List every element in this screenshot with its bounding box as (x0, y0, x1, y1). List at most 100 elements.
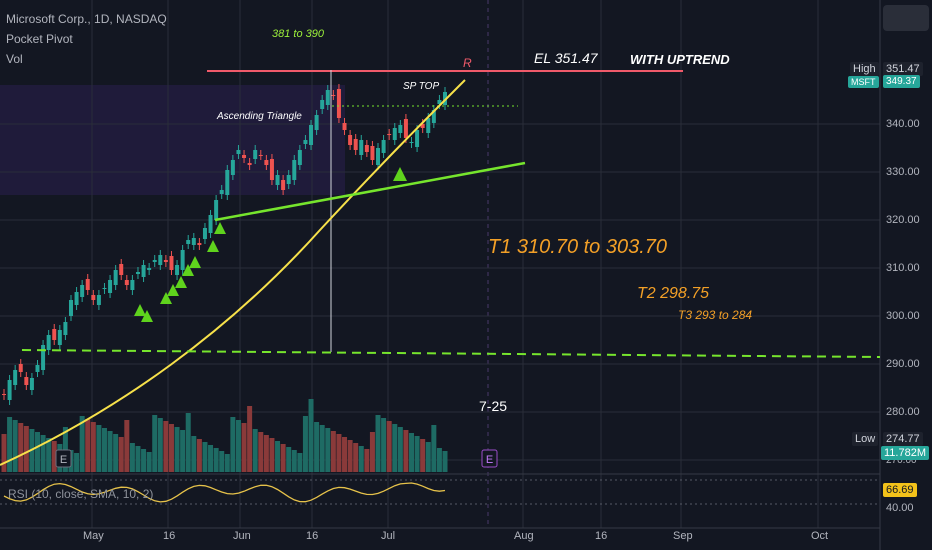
volume-bar (342, 437, 348, 472)
target-range-label[interactable]: 381 to 390 (272, 28, 324, 40)
candle-body (359, 140, 364, 155)
volume-bar (275, 441, 281, 472)
volume-bar (252, 429, 258, 472)
low-tag-label: Low (852, 432, 879, 446)
volume-bar (79, 416, 85, 472)
candle-body (124, 280, 129, 285)
sp-top-label[interactable]: SP TOP (403, 81, 440, 92)
volume-bar (392, 424, 398, 472)
candle-body (7, 380, 12, 400)
date-note-label[interactable]: 7-25 (479, 398, 508, 414)
uptrend-curve[interactable] (0, 79, 466, 466)
candle-body (297, 150, 302, 165)
vertical-grid (91, 0, 819, 528)
candle-body (180, 250, 185, 270)
candle-body (364, 145, 369, 152)
volume-bar (174, 427, 180, 472)
symbol-legend[interactable]: Microsoft Corp., 1D, NASDAQ (6, 12, 167, 26)
target-3-label[interactable]: T3 293 to 284 (678, 308, 753, 322)
candle-body (230, 160, 235, 175)
volume-bar (325, 428, 331, 472)
volume-bar (241, 423, 247, 472)
volume-bar (224, 454, 230, 472)
volume-bar (135, 446, 141, 472)
volume-bar (18, 423, 24, 472)
resistance-r-label[interactable]: R (463, 56, 472, 70)
candle-body (431, 110, 436, 123)
volume-bar (353, 443, 359, 472)
entry-level-label[interactable]: EL 351.47 (534, 50, 598, 66)
rsi-line[interactable] (3, 482, 446, 503)
volume-bar (23, 426, 29, 472)
volume-bars (1, 399, 448, 472)
with-uptrend-label[interactable]: WITH UPTREND (630, 52, 730, 67)
volume-bar (258, 432, 264, 472)
price-tick: 340.00 (886, 118, 920, 130)
candle-body (437, 100, 442, 104)
volume-bar (286, 447, 292, 472)
volume-bar (364, 449, 370, 472)
target-1-label[interactable]: T1 310.70 to 303.70 (488, 236, 668, 258)
candle-body (141, 265, 146, 277)
candle-body (57, 330, 62, 345)
time-tick: 16 (306, 530, 319, 542)
volume-bar (213, 448, 219, 472)
candle-body (135, 272, 140, 274)
candle-body (292, 160, 297, 180)
rsi-tick: 40.00 (886, 502, 914, 514)
time-tick: Oct (811, 530, 829, 542)
candle-body (13, 370, 18, 385)
volume-bar (208, 445, 214, 472)
volume-bar (369, 432, 375, 472)
candle-body (247, 163, 252, 165)
candle-body (381, 140, 386, 153)
candle-body (68, 300, 73, 316)
maximize-button[interactable] (883, 5, 929, 31)
candle-body (286, 175, 291, 184)
candle-body (214, 200, 219, 220)
high-tag-value: 351.47 (883, 62, 923, 76)
volume-bar (12, 420, 18, 472)
volume-bar (152, 415, 158, 472)
volume-bar (90, 422, 96, 472)
dashed-support-line[interactable] (21, 349, 881, 358)
volume-bar (118, 437, 124, 472)
earnings-marker-may[interactable]: E (55, 449, 72, 468)
earnings-marker-jul[interactable]: E (481, 449, 498, 468)
time-tick: Jul (381, 530, 396, 542)
volume-bar (420, 439, 426, 472)
candle-body (41, 345, 46, 370)
candle-body (152, 260, 157, 262)
pocket-pivot-markers (134, 167, 407, 322)
volume-bar (74, 453, 80, 472)
candle-body (202, 228, 207, 239)
time-tick: Jun (233, 530, 251, 542)
target-2-label[interactable]: T2 298.75 (637, 285, 710, 302)
volume-bar (397, 427, 403, 472)
price-tick: 290.00 (886, 358, 920, 370)
candle-body (415, 130, 420, 147)
candle-body (18, 364, 23, 372)
svg-text:E: E (486, 454, 493, 466)
candle-body (325, 90, 330, 105)
volume-bar (347, 440, 353, 472)
candle-body (331, 95, 336, 96)
triangle-support-line[interactable] (214, 161, 526, 222)
volume-bar (308, 399, 314, 472)
pocket-pivot-legend[interactable]: Pocket Pivot (6, 32, 73, 46)
volume-bar (386, 421, 392, 472)
volume-bar (235, 420, 241, 472)
ascending-triangle-label[interactable]: Ascending Triangle (217, 111, 302, 122)
candles (2, 84, 447, 405)
candle-body (392, 128, 397, 140)
volume-bar (191, 436, 197, 472)
price-tick: 310.00 (886, 262, 920, 274)
volume-bar (436, 448, 442, 472)
volume-legend[interactable]: Vol (6, 52, 23, 66)
symbol-tag-label: MSFT (848, 76, 879, 88)
candle-body (387, 134, 392, 135)
volume-bar (96, 425, 102, 472)
volume-bar (40, 435, 46, 472)
candle-body (403, 119, 408, 138)
